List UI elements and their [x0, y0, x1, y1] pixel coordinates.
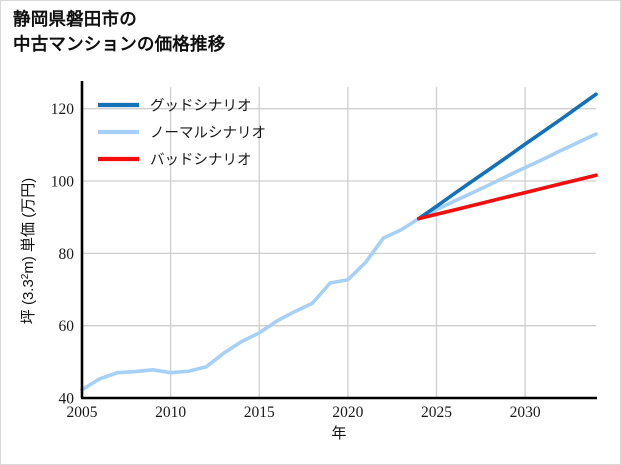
x-tick-label: 2030 [510, 404, 541, 421]
axis-titles: 年 坪 (3.32m) 単価 (万円) [20, 178, 347, 442]
series-line-normal [80, 132, 598, 392]
y-tick-label: 80 [59, 246, 75, 263]
x-tick-label: 2015 [244, 404, 275, 421]
y-tick-label: 100 [51, 174, 75, 191]
y-tick-labels: 40 60 80 100 120 [51, 101, 75, 407]
gridlines [81, 87, 596, 399]
series-line-bad [416, 173, 598, 221]
legend-label: ノーマルシナリオ [150, 126, 266, 142]
x-axis-title: 年 [331, 425, 346, 442]
series-line-good [416, 92, 598, 221]
series-lines [80, 92, 598, 392]
legend-label: バッドシナリオ [150, 153, 252, 169]
axis-spines [80, 81, 597, 400]
y-tick-label: 60 [59, 318, 75, 335]
x-tick-label: 2020 [332, 404, 363, 421]
x-tick-label: 2005 [67, 404, 98, 421]
x-tick-label: 2025 [421, 404, 452, 421]
x-tick-labels: 2005 2010 2015 2020 2025 2030 [67, 404, 541, 421]
chart-title: 静岡県磐田市の 中古マンションの価格推移 [13, 9, 226, 54]
y-tick-label: 40 [59, 391, 75, 408]
x-tick-label: 2010 [155, 404, 186, 421]
y-tick-label: 120 [51, 101, 75, 118]
legend-label: グッドシナリオ [150, 98, 252, 115]
y-axis-title: 坪 (3.32m) 単価 (万円) [20, 178, 38, 324]
